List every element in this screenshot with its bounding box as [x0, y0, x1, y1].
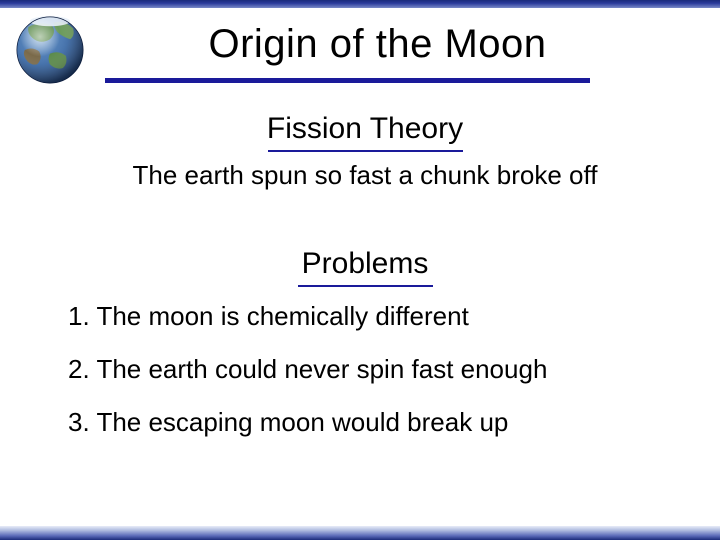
bottom-accent-bar: [0, 526, 720, 540]
slide-title: Origin of the Moon: [105, 22, 650, 67]
theory-underline: [268, 150, 463, 152]
list-item: 3. The escaping moon would break up: [60, 407, 670, 438]
title-underline: [105, 78, 590, 83]
theory-description: The earth spun so fast a chunk broke off: [60, 160, 670, 191]
problems-heading: Problems: [60, 247, 670, 281]
globe-icon: [14, 14, 86, 86]
theory-heading: Fission Theory: [60, 112, 670, 146]
list-item: 1. The moon is chemically different: [60, 301, 670, 332]
list-item: 2. The earth could never spin fast enoug…: [60, 354, 670, 385]
slide-content: Fission Theory The earth spun so fast a …: [60, 112, 670, 460]
problems-underline: [298, 285, 433, 287]
top-accent-bar: [0, 0, 720, 8]
